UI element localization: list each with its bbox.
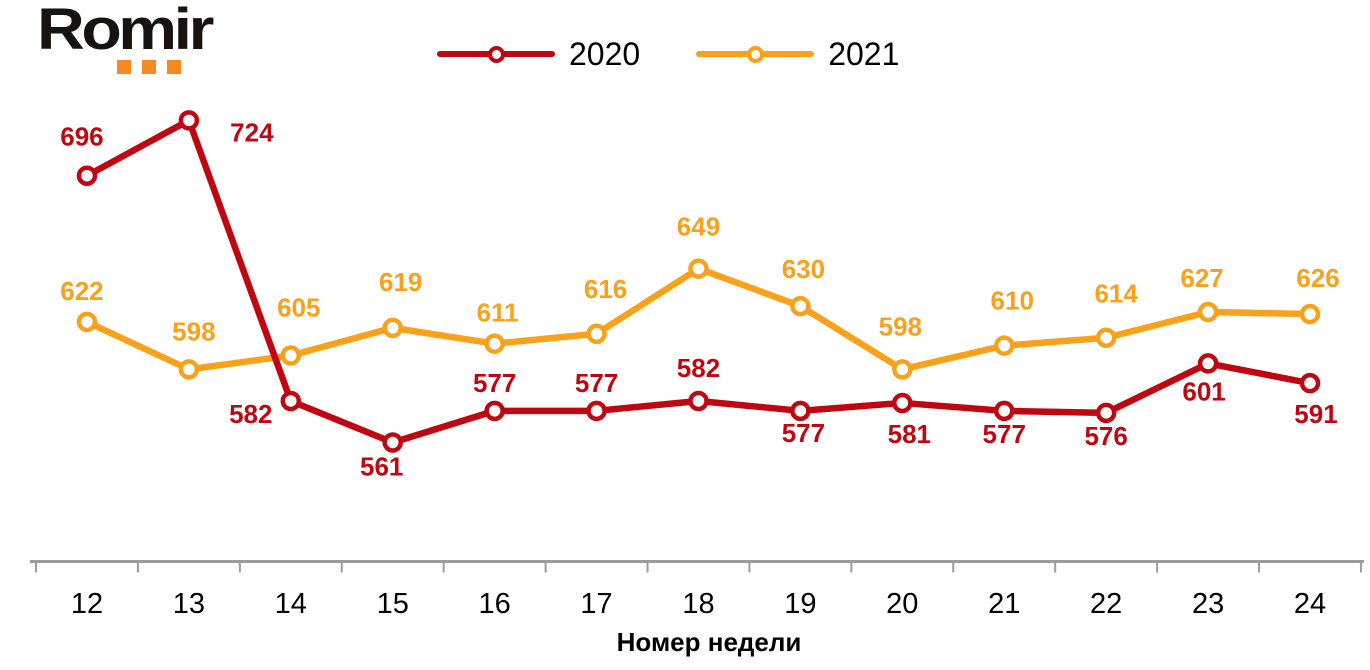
data-point-label-2021: 614 xyxy=(1094,279,1138,309)
data-point-label-2021: 622 xyxy=(60,276,103,306)
data-point-label-2020: 581 xyxy=(888,419,931,449)
data-point-label-2021: 610 xyxy=(991,286,1034,316)
data-point-label-2020: 591 xyxy=(1294,399,1337,429)
data-point-label-2020: 582 xyxy=(677,353,720,383)
data-point-marker-2021 xyxy=(484,333,505,354)
legend-line-sample-2021 xyxy=(696,45,815,63)
data-point-marker-2021 xyxy=(280,345,302,366)
data-point-marker-2021 xyxy=(892,359,913,380)
x-tick-label: 12 xyxy=(71,588,103,620)
data-point-marker-2021 xyxy=(178,359,200,380)
legend-marker-icon xyxy=(746,45,764,63)
data-point-marker-2020 xyxy=(586,400,607,422)
x-tick-label: 21 xyxy=(988,588,1020,620)
data-point-label-2021: 627 xyxy=(1180,263,1223,293)
romir-logo-wordmark: Romir xyxy=(37,0,214,62)
x-axis-title: Номер недели xyxy=(616,627,802,657)
x-tick-label: 19 xyxy=(784,588,816,620)
data-point-marker-2021 xyxy=(76,311,98,333)
data-point-label-2020: 577 xyxy=(782,418,825,448)
data-point-marker-2020 xyxy=(484,400,505,422)
data-point-label-2020: 696 xyxy=(60,122,103,152)
data-point-label-2020: 577 xyxy=(575,368,618,398)
data-point-marker-2021 xyxy=(382,317,403,339)
chart-legend: 2020 2021 xyxy=(437,36,899,72)
data-point-marker-2021 xyxy=(1299,303,1321,325)
data-point-label-2021: 626 xyxy=(1296,263,1339,293)
legend-item-2021: 2021 xyxy=(696,36,899,72)
data-point-marker-2020 xyxy=(993,400,1015,422)
romir-logo: Romir xyxy=(37,0,214,74)
legend-item-2020: 2020 xyxy=(437,36,640,72)
data-point-label-2021: 630 xyxy=(782,254,825,284)
data-point-marker-2021 xyxy=(688,258,709,279)
data-point-marker-2020 xyxy=(76,165,98,186)
data-point-marker-2020 xyxy=(1299,372,1321,394)
x-tick-label: 16 xyxy=(479,588,511,620)
data-point-marker-2020 xyxy=(790,400,811,422)
logo-square-icon xyxy=(142,60,156,74)
legend-label-2020: 2020 xyxy=(569,36,641,72)
data-point-label-2021: 649 xyxy=(677,212,720,242)
legend-label-2021: 2021 xyxy=(828,36,900,72)
data-point-marker-2020 xyxy=(1197,353,1219,374)
data-point-marker-2020 xyxy=(382,432,403,453)
data-point-label-2020: 561 xyxy=(360,451,403,481)
data-point-label-2020: 576 xyxy=(1084,421,1127,451)
data-point-label-2021: 605 xyxy=(277,293,320,323)
x-tick-label: 15 xyxy=(377,588,409,620)
data-point-label-2020: 601 xyxy=(1182,376,1225,406)
legend-marker-icon xyxy=(487,45,505,63)
data-point-marker-2020 xyxy=(178,110,200,131)
x-tick-label: 14 xyxy=(275,588,307,620)
legend-line-sample-2020 xyxy=(437,45,555,63)
x-tick-label: 22 xyxy=(1090,588,1122,620)
x-tick-label: 20 xyxy=(886,588,918,620)
data-point-marker-2021 xyxy=(1095,327,1117,348)
data-point-marker-2021 xyxy=(586,323,607,345)
data-point-label-2021: 619 xyxy=(379,267,422,297)
data-point-label-2020: 582 xyxy=(229,399,272,429)
x-tick-label: 17 xyxy=(580,588,612,620)
data-point-label-2020: 724 xyxy=(230,117,274,147)
data-point-marker-2021 xyxy=(1197,301,1219,323)
data-point-label-2021: 598 xyxy=(879,311,922,341)
data-point-label-2021: 598 xyxy=(172,316,215,346)
data-point-label-2021: 611 xyxy=(477,298,519,328)
data-point-label-2021: 616 xyxy=(584,274,627,304)
data-point-marker-2020 xyxy=(1095,402,1117,424)
logo-square-icon xyxy=(117,60,131,74)
data-point-marker-2020 xyxy=(892,392,913,414)
data-point-marker-2020 xyxy=(280,390,302,412)
x-tick-label: 18 xyxy=(682,588,714,620)
romir-logo-dots xyxy=(117,60,190,74)
data-point-marker-2021 xyxy=(993,335,1015,356)
data-point-marker-2020 xyxy=(688,390,709,412)
logo-square-icon xyxy=(167,60,181,74)
data-point-label-2020: 577 xyxy=(473,368,516,398)
x-tick-label: 24 xyxy=(1294,588,1326,620)
x-tick-label: 23 xyxy=(1192,588,1224,620)
x-tick-label: 13 xyxy=(173,588,205,620)
data-point-label-2020: 577 xyxy=(983,419,1026,449)
data-point-marker-2021 xyxy=(790,295,811,317)
